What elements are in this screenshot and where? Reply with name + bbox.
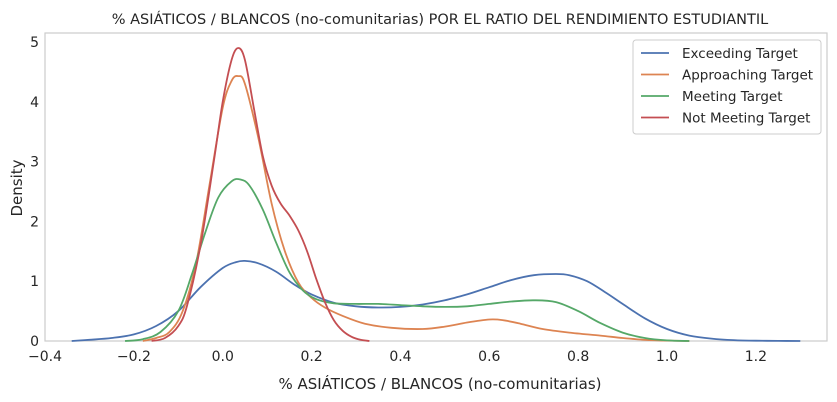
- x-tick-label: 0.6: [478, 349, 500, 365]
- y-axis-label: Density: [8, 159, 26, 216]
- x-axis-label: % ASIÁTICOS / BLANCOS (no-comunitarias): [278, 374, 601, 393]
- series-line-meeting-target: [124, 178, 690, 342]
- y-tick-label: 2: [30, 214, 39, 230]
- y-axis-ticks: 0 1 2 3 4 5: [30, 35, 39, 350]
- y-tick-label: 1: [30, 274, 39, 290]
- y-tick-label: 4: [30, 95, 39, 111]
- chart-title: % ASIÁTICOS / BLANCOS (no-comunitarias) …: [112, 11, 769, 28]
- x-tick-label: 0.4: [389, 349, 411, 365]
- plot-area-frame: [44, 32, 828, 342]
- x-tick-label: −0.4: [28, 349, 62, 365]
- legend-label: Exceeding Target: [682, 46, 798, 62]
- legend-label: Approaching Target: [682, 68, 813, 84]
- series-line-exceeding-target: [71, 259, 801, 342]
- series-line-not-meeting-target: [151, 47, 370, 342]
- series-line-approaching-target: [142, 74, 690, 342]
- y-tick-label: 0: [30, 334, 39, 350]
- legend-label: Meeting Target: [682, 89, 783, 105]
- y-tick-label: 5: [30, 35, 39, 51]
- legend-box: [632, 39, 822, 135]
- x-tick-label: 0.8: [567, 349, 589, 365]
- legend-label: Not Meeting Target: [682, 111, 810, 127]
- x-axis-ticks: −0.4 −0.2 0.0 0.2 0.4 0.6 0.8 1.0 1.2: [28, 349, 767, 365]
- x-tick-label: 0.2: [300, 349, 322, 365]
- y-tick-label: 3: [30, 155, 39, 171]
- legend: Exceeding Target Approaching Target Meetin…: [632, 39, 822, 135]
- x-tick-label: −0.2: [117, 349, 151, 365]
- x-tick-label: 0.0: [212, 349, 234, 365]
- x-tick-label: 1.0: [656, 349, 678, 365]
- density-curves: [71, 47, 801, 342]
- x-tick-label: 1.2: [745, 349, 767, 365]
